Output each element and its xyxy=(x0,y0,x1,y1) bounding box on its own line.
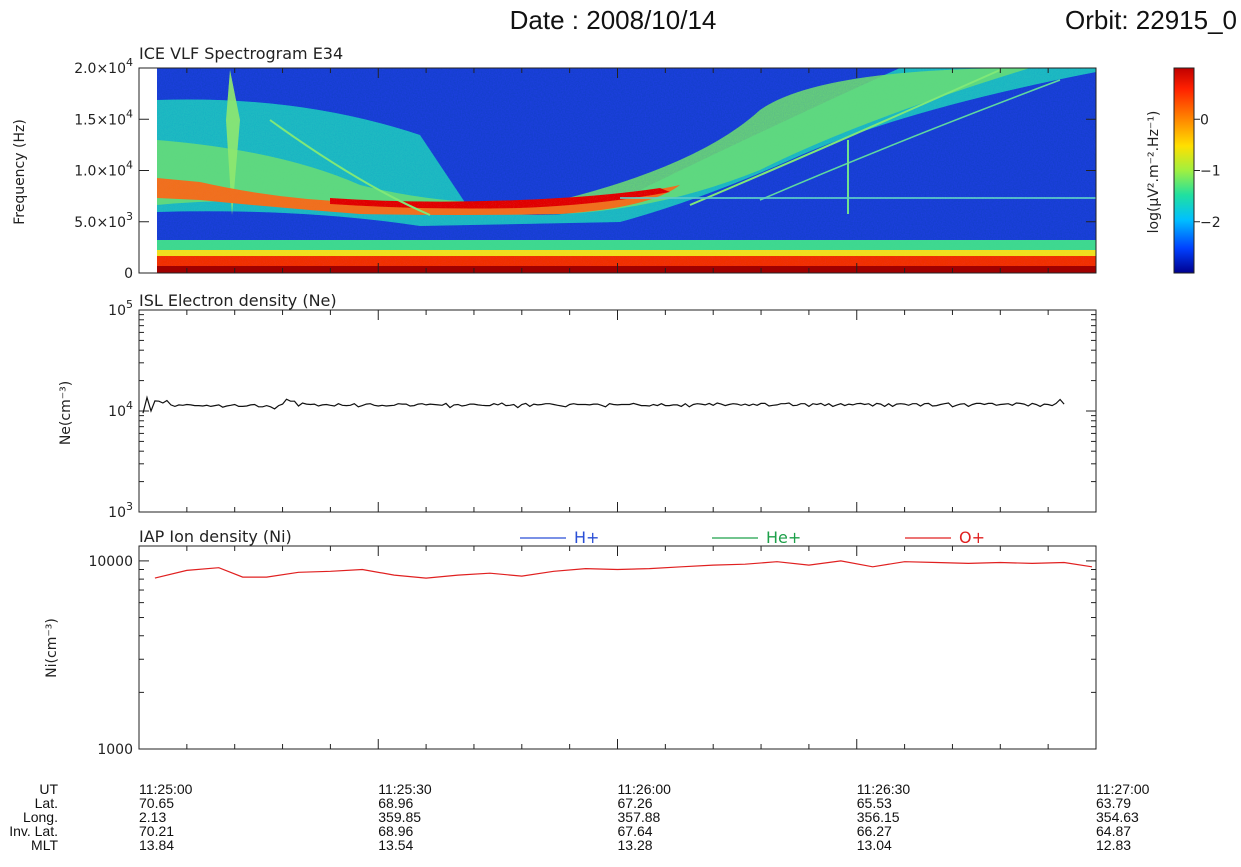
spectrogram-ylabel: Frequency (Hz) xyxy=(12,119,28,225)
ni-ytick-label-base: 10000 xyxy=(88,554,133,570)
whistler-line xyxy=(689,69,1001,206)
ne-ytick-label-base: 10 xyxy=(108,303,126,319)
colorbar-tick-label: −2 xyxy=(1200,215,1221,231)
ephemeris-row-label: MLT xyxy=(31,837,58,853)
ne-ytick-label-base: 10 xyxy=(108,505,126,521)
whistler-line xyxy=(759,79,1061,201)
legend-label: He+ xyxy=(766,528,801,547)
colorbar-label: log(μV².m⁻².Hz⁻¹) xyxy=(1146,111,1162,234)
spectrogram-ytick-label-base: 1.5×10 xyxy=(74,112,126,128)
ne-ytick-label-exponent: 3 xyxy=(126,500,133,513)
spectrogram-ytick-label-exponent: 4 xyxy=(126,107,133,120)
lf-band-mid xyxy=(157,250,1096,259)
ephemeris-cell: 67.26 xyxy=(618,795,653,811)
colorbar xyxy=(1173,67,1195,274)
ni-yaxis: 1000 10000 xyxy=(88,554,1096,758)
emission-peak xyxy=(330,188,670,209)
ne-ytick-label-base: 10 xyxy=(108,404,126,420)
colorbar-tick-label: 0 xyxy=(1200,112,1209,128)
spectrogram-ytick-label-base: 0 xyxy=(124,266,133,282)
spectrogram-ytick-label-exponent: 4 xyxy=(126,56,133,69)
spectrogram-ytick-label-exponent: 3 xyxy=(126,210,133,223)
time-axis-ticks xyxy=(138,68,1097,749)
ni-plot xyxy=(154,560,1093,579)
ephemeris-cell: 13.54 xyxy=(378,837,413,853)
ephemeris-cell: 63.79 xyxy=(1096,795,1131,811)
ne-ytick-label: 104 xyxy=(108,399,133,420)
spectrogram-ytick-label: 1.5×104 xyxy=(74,107,133,128)
ephemeris-row-label: Long. xyxy=(23,809,58,825)
legend-label: O+ xyxy=(959,528,985,547)
spectrogram-ytick-label: 2.0×104 xyxy=(74,56,133,77)
ephemeris-cell: 359.85 xyxy=(378,809,421,825)
ephemeris-row-label: Inv. Lat. xyxy=(9,823,58,839)
lf-band-bottom xyxy=(157,266,1096,273)
ephemeris-cell: 13.84 xyxy=(139,837,174,853)
ephemeris-cell: 11:26:00 xyxy=(618,781,672,797)
ne-ytick-label-exponent: 5 xyxy=(126,298,133,311)
ni-title: IAP Ion density (Ni) xyxy=(139,527,292,546)
ephemeris-cell: 356.15 xyxy=(857,809,900,825)
ephemeris-cell: 13.04 xyxy=(857,837,892,853)
spectrogram-ytick-label: 1.0×104 xyxy=(74,159,133,180)
ne-plot xyxy=(142,395,1065,414)
spectrogram-burst xyxy=(226,70,240,215)
ne-ytick-label: 105 xyxy=(108,298,133,319)
spectrogram-ytick-label-base: 5.0×10 xyxy=(74,215,126,231)
ne-title: ISL Electron density (Ne) xyxy=(139,291,337,310)
ephemeris-cell: 65.53 xyxy=(857,795,892,811)
hiss-core xyxy=(157,68,1030,214)
ephemeris-row-label: UT xyxy=(39,781,58,797)
spectrogram-image xyxy=(157,68,1096,273)
ephemeris-cell: 68.96 xyxy=(378,795,413,811)
spectrogram-title: ICE VLF Spectrogram E34 xyxy=(139,44,343,63)
ephemeris-cell: 354.63 xyxy=(1096,809,1139,825)
spectrogram-ytick-label: 0 xyxy=(124,266,133,282)
ephemeris-cell: 11:25:00 xyxy=(139,781,193,797)
whistler-line xyxy=(269,119,431,216)
ni-ytick-label: 1000 xyxy=(97,742,133,758)
orbit-label: Orbit: 22915_0 xyxy=(1065,5,1237,35)
lf-band-core xyxy=(157,256,1096,268)
ne-series-line xyxy=(142,395,1065,414)
ephemeris-row-label: Lat. xyxy=(35,795,58,811)
ni-ytick-label-base: 1000 xyxy=(97,742,133,758)
date-label: Date : 2008/10/14 xyxy=(510,5,717,35)
ephemeris-cell: 70.21 xyxy=(139,823,174,839)
ni-ylabel: Ni(cm⁻³) xyxy=(44,618,60,678)
ephemeris-cell: 11:25:30 xyxy=(378,781,432,797)
ephemeris-cell: 11:27:00 xyxy=(1096,781,1150,797)
spectrogram-ytick-label-base: 2.0×10 xyxy=(74,61,126,77)
ni-series-line xyxy=(154,560,1093,579)
spectrogram-ytick-label-base: 1.0×10 xyxy=(74,164,126,180)
ephemeris-cell: 67.64 xyxy=(618,823,653,839)
colorbar-tick-label: −1 xyxy=(1200,164,1221,180)
ni-frame xyxy=(138,545,1097,750)
colorbar-axis: 0 −1 −2 xyxy=(1194,112,1221,231)
spectrogram-ytick-label: 5.0×103 xyxy=(74,210,133,231)
ephemeris-cell: 12.83 xyxy=(1096,837,1131,853)
ne-ylabel: Ne(cm⁻³) xyxy=(58,381,74,445)
ni-ytick-label: 10000 xyxy=(88,554,133,570)
spectrogram-ytick-label-exponent: 4 xyxy=(126,159,133,172)
ephemeris-cell: 2.13 xyxy=(139,809,166,825)
ephemeris-cell: 70.65 xyxy=(139,795,174,811)
ephemeris-cell: 68.96 xyxy=(378,823,413,839)
ni-legend: H+ He+ O+ xyxy=(520,528,985,547)
legend-label: H+ xyxy=(574,528,599,547)
ne-ytick-label: 103 xyxy=(108,500,133,521)
ne-frame xyxy=(138,309,1097,513)
ephemeris-cell: 357.88 xyxy=(618,809,661,825)
ephemeris-cell: 11:26:30 xyxy=(857,781,911,797)
ephemeris-cell: 13.28 xyxy=(618,837,653,853)
ne-ytick-label-exponent: 4 xyxy=(126,399,133,412)
ephemeris-cell: 64.87 xyxy=(1096,823,1131,839)
ephemeris-cell: 66.27 xyxy=(857,823,892,839)
